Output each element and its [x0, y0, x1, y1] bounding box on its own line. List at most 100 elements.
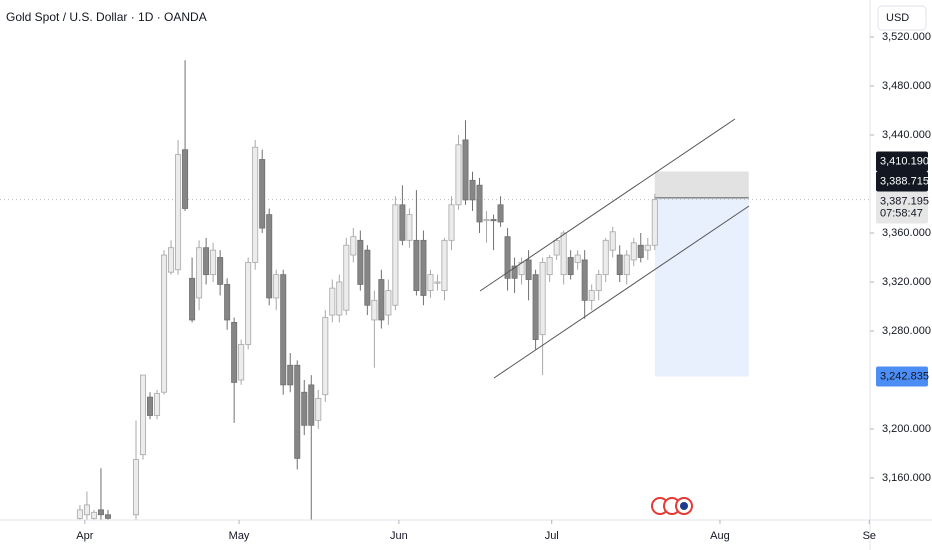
candle-body — [434, 281, 441, 284]
candle-body — [196, 247, 203, 299]
candle-body — [154, 393, 161, 416]
candle-body — [553, 239, 560, 256]
candle-body — [189, 277, 196, 321]
candle-body — [567, 257, 574, 276]
candle-body — [616, 254, 623, 276]
candle-body — [525, 259, 532, 280]
last-price-tag: 3,387.195 — [880, 195, 929, 207]
candle-body — [371, 299, 378, 321]
candle-body — [83, 504, 90, 516]
channel-upper-line — [479, 118, 736, 292]
candle-body — [104, 514, 111, 519]
candle-body — [266, 214, 273, 299]
candle-body — [336, 281, 343, 316]
event-icons — [651, 497, 693, 515]
candle-body — [168, 247, 175, 273]
x-tick-label: Se — [863, 530, 876, 542]
y-tick-label: 3,520.000 — [882, 31, 931, 43]
candle-body — [441, 239, 448, 291]
candle-body — [651, 199, 658, 246]
candle-body — [343, 244, 350, 311]
candle-body — [238, 344, 245, 381]
entry-price-tag-bg — [876, 171, 928, 192]
y-tick-label: 3,440.000 — [882, 129, 931, 141]
overlay: 3,520.000 3,480.000 3,440.000 3,360.000 3,32… — [76, 31, 931, 542]
candle-body — [217, 257, 224, 285]
y-tick-label: 3,280.000 — [882, 325, 931, 337]
x-tick-label: Jun — [390, 530, 408, 542]
candle-body — [301, 391, 308, 426]
candle-body — [203, 247, 210, 276]
candle-body — [161, 254, 168, 393]
channel-lower-line — [493, 205, 750, 379]
candle-body — [539, 261, 546, 336]
candle-body — [392, 204, 399, 306]
stop-price-tag-bg — [876, 151, 928, 172]
candle-body — [420, 239, 427, 296]
candle-body — [329, 287, 336, 316]
candle-body — [147, 396, 154, 416]
candle-body — [455, 144, 462, 206]
candle-body — [644, 244, 651, 251]
plot-area — [0, 60, 870, 520]
y-tick-label: 3,320.000 — [882, 276, 931, 288]
candle-body — [546, 257, 553, 276]
candle-body — [308, 384, 315, 426]
target-price-tag-bg — [876, 366, 928, 387]
candle-body — [385, 290, 392, 316]
candle-body — [90, 511, 97, 519]
last-price-tag-bg — [876, 191, 928, 224]
x-tick-label: Apr — [76, 530, 93, 542]
x-tick-label: May — [229, 530, 250, 542]
candle-body — [602, 239, 609, 276]
candle-body — [406, 214, 413, 241]
candle-body — [630, 242, 637, 261]
candle-body — [462, 139, 469, 201]
candle-body — [322, 317, 329, 396]
x-tick-label: Aug — [710, 530, 730, 542]
candle-body — [497, 204, 504, 223]
candle-body — [595, 274, 602, 291]
candle-body — [76, 509, 83, 519]
position-stop-zone — [654, 171, 749, 198]
candle-body — [427, 274, 434, 291]
candle-body — [490, 219, 497, 222]
y-tick-label: 3,480.000 — [882, 80, 931, 92]
candle-body — [245, 261, 252, 345]
candle-body — [609, 231, 616, 251]
y-tick-label: 3,200.000 — [882, 423, 931, 435]
candle-body — [259, 159, 266, 229]
candle-body — [560, 232, 567, 276]
x-tick-label: Jul — [545, 530, 559, 542]
candle-body — [378, 279, 385, 321]
currency-button[interactable] — [877, 5, 927, 31]
candle-body — [140, 374, 147, 456]
candle-body — [483, 219, 490, 222]
candle-body — [364, 249, 371, 306]
candle-body — [511, 265, 518, 279]
candle-body — [476, 184, 483, 223]
candle-body — [469, 179, 476, 201]
candle-body — [504, 236, 511, 279]
countdown: 07:58:47 — [880, 207, 923, 219]
candle-body — [280, 274, 287, 386]
candle-body — [294, 364, 301, 459]
candle-body — [637, 244, 644, 258]
candle-body — [287, 364, 294, 386]
candle-body — [97, 509, 104, 516]
stop-price-tag: 3,410.190 — [880, 155, 929, 167]
candle-body — [210, 249, 217, 276]
candle-body — [182, 149, 189, 209]
candle-body — [623, 254, 630, 276]
candle-body — [413, 239, 420, 291]
candle-body — [252, 146, 259, 263]
y-tick-label: 3,360.000 — [882, 227, 931, 239]
candle-body — [532, 274, 539, 340]
candle-body — [574, 254, 581, 263]
entry-price-tag: 3,388.715 — [880, 175, 929, 187]
candle-body — [399, 204, 406, 241]
currency-label: USD — [886, 12, 909, 24]
position-target-zone — [654, 197, 749, 377]
